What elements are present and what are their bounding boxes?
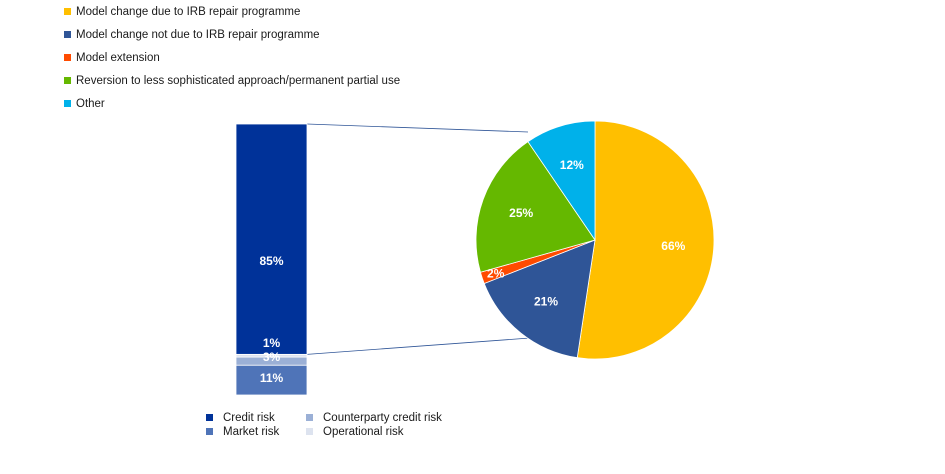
bar-legend-swatch-operational-risk xyxy=(306,428,313,435)
pie-slice-other xyxy=(527,120,596,242)
pie-slice-model-change-not-due-to-irb-repair-programme xyxy=(483,239,596,359)
pie-slice-model-change-due-to-irb-repair-programme xyxy=(576,120,715,360)
pie-chart: 66% 21% 2% 25% 12% xyxy=(475,120,715,360)
connector-line-bottom xyxy=(306,337,531,355)
bar-legend-swatch-credit-risk xyxy=(206,414,213,421)
connector-line-top xyxy=(306,123,529,133)
pie-label-reversion-to-less-sophisticated-approach-permanent-partial-use: 25% xyxy=(509,206,533,220)
legend-swatch-model-change-due-to-irb-repair-programme xyxy=(64,8,71,15)
legend-label-reversion-to-less-sophisticated-approach-permanent-partial-use: Reversion to less sophisticated approach… xyxy=(76,75,400,87)
legend-label-model-change-not-due-to-irb-repair-programme: Model change not due to IRB repair progr… xyxy=(76,29,320,41)
legend-label-model-extension: Model extension xyxy=(76,52,160,64)
legend-swatch-reversion-to-less-sophisticated-approach-permanent-partial-use xyxy=(64,77,71,84)
bar-segment-credit-risk xyxy=(235,123,308,355)
bar-legend-swatch-market-risk xyxy=(206,428,213,435)
pie-label-other: 12% xyxy=(560,158,584,172)
bar-legend-label-credit-risk: Credit risk xyxy=(223,412,275,424)
pie-label-model-change-not-due-to-irb-repair-programme: 21% xyxy=(534,294,558,308)
legend-swatch-other xyxy=(64,100,71,107)
legend-swatch-model-extension xyxy=(64,54,71,61)
bar-label-counterparty-credit-risk: 3% xyxy=(263,350,281,364)
bar-legend: Credit risk Market risk Counterparty credi… xyxy=(206,412,442,438)
legend-label-other: Other xyxy=(76,98,105,110)
bar-legend-label-operational-risk: Operational risk xyxy=(323,426,404,438)
bar-legend-label-counterparty-credit-risk: Counterparty credit risk xyxy=(323,412,442,424)
pie-slice-reversion-to-less-sophisticated-approach-permanent-partial-use xyxy=(475,141,596,273)
bar-label-credit-risk: 85% xyxy=(259,254,283,268)
legend-label-model-change-due-to-irb-repair-programme: Model change due to IRB repair programme xyxy=(76,6,300,18)
pie-label-model-change-due-to-irb-repair-programme: 66% xyxy=(661,239,685,253)
pie-label-model-extension: 2% xyxy=(487,266,505,280)
bar-label-operational-risk: 1% xyxy=(263,336,281,350)
pie-legend: Model change due to IRB repair programme… xyxy=(64,6,400,110)
legend-swatch-model-change-not-due-to-irb-repair-programme xyxy=(64,31,71,38)
bar-legend-swatch-counterparty-credit-risk xyxy=(306,414,313,421)
bar-segment-market-risk xyxy=(235,364,308,396)
stacked-bar: 11% 3%1% 85% xyxy=(235,123,308,396)
bar-legend-label-market-risk: Market risk xyxy=(223,426,279,438)
bar-label-market-risk: 11% xyxy=(260,371,284,385)
connector-lines xyxy=(306,123,531,355)
